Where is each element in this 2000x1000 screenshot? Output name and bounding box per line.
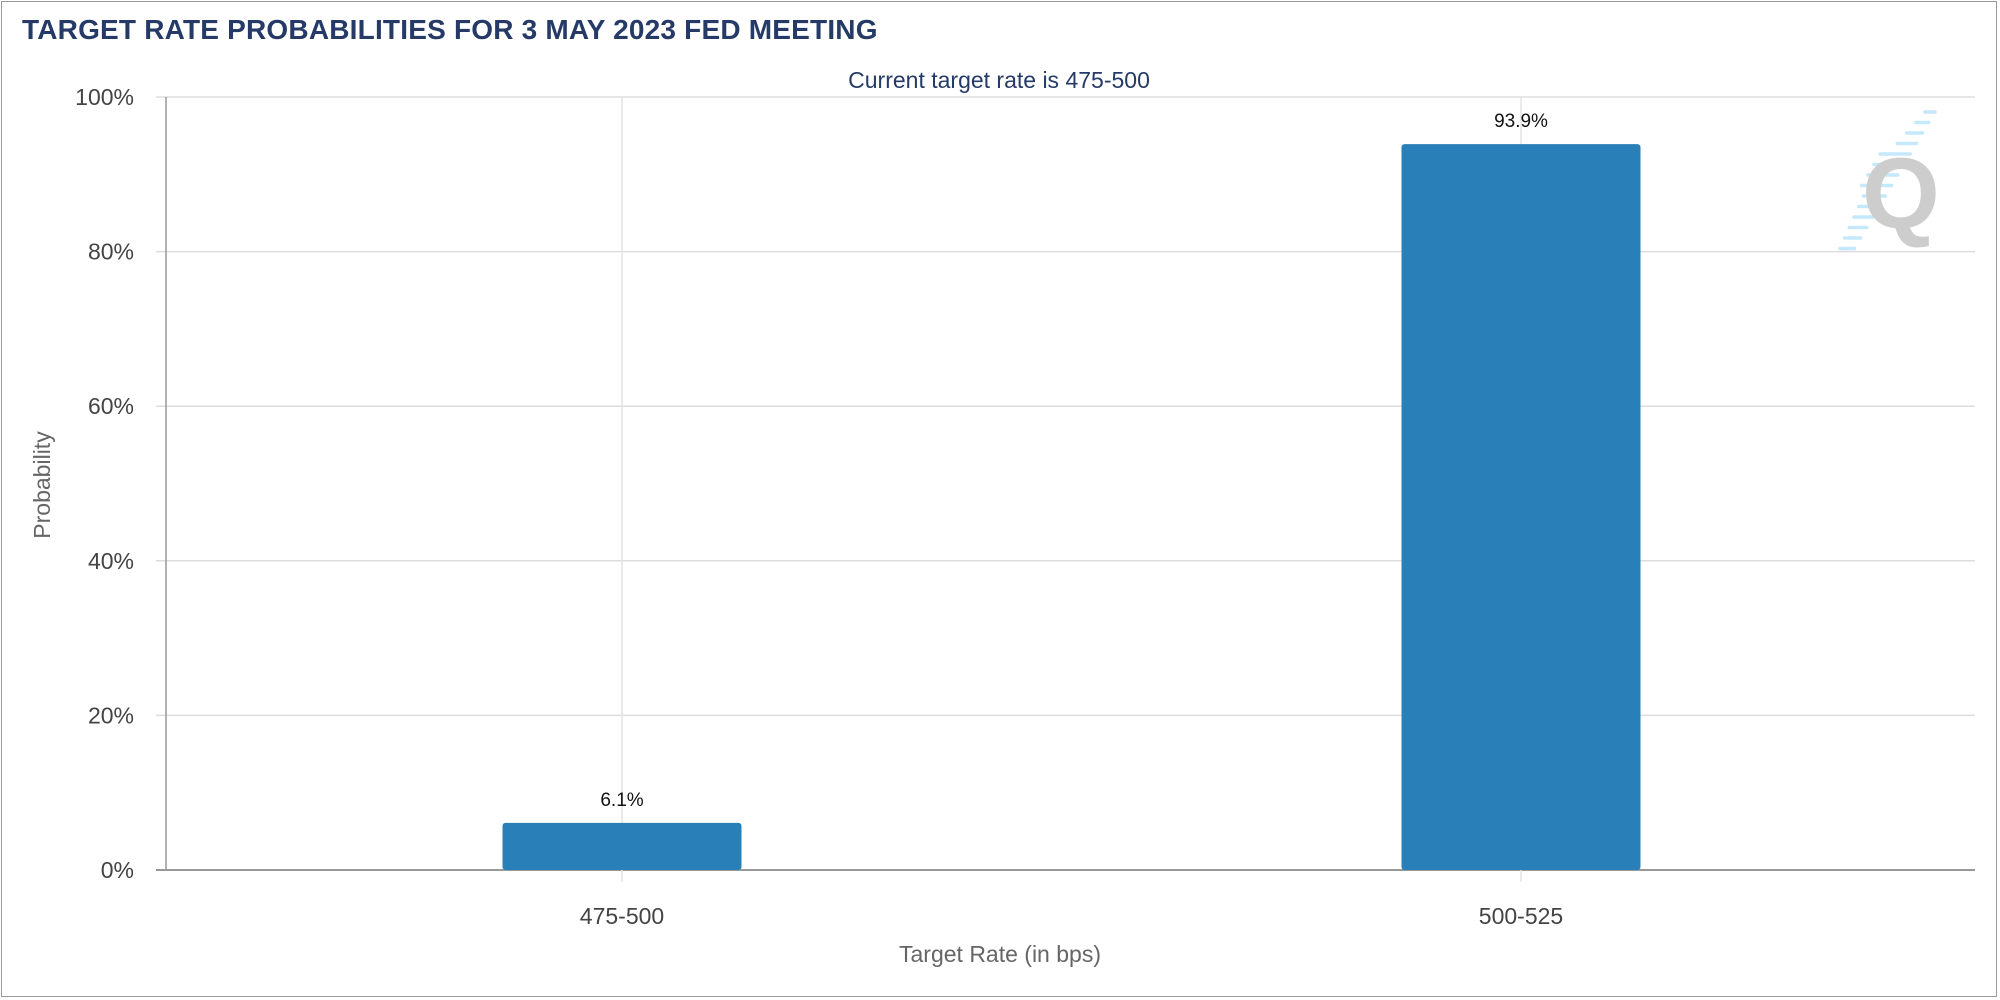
data-label: 93.9% xyxy=(1494,111,1548,132)
x-tick-label: 500-525 xyxy=(1479,903,1563,929)
bar-500-525 xyxy=(1401,144,1641,870)
bar-475-500 xyxy=(502,822,742,870)
chart-subtitle: Current target rate is 475-500 xyxy=(848,67,1150,93)
x-tick-label: 475-500 xyxy=(580,903,664,929)
logo-speed-lines xyxy=(1838,110,1937,251)
chart-title: TARGET RATE PROBABILITIES FOR 3 MAY 2023… xyxy=(22,14,878,45)
x-tick-labels: 475-500 500-525 xyxy=(580,903,1563,929)
quikstrike-q-logo: Q xyxy=(1838,110,1940,251)
bars: 6.1% 93.9% xyxy=(502,111,1641,870)
y-tick-label: 20% xyxy=(88,702,134,728)
y-axis-title: Probability xyxy=(29,431,55,539)
y-tick-label: 100% xyxy=(75,84,134,110)
y-tick-label: 60% xyxy=(88,393,134,419)
logo-letter: Q xyxy=(1862,138,1940,250)
y-tick-label: 40% xyxy=(88,548,134,574)
y-tick-labels: 0% 20% 40% 60% 80% 100% xyxy=(75,84,134,883)
x-axis-title: Target Rate (in bps) xyxy=(899,941,1101,967)
y-tick-label: 80% xyxy=(88,239,134,265)
data-label: 6.1% xyxy=(600,790,643,811)
y-tick-label: 0% xyxy=(101,857,134,883)
gridlines xyxy=(156,96,1975,882)
